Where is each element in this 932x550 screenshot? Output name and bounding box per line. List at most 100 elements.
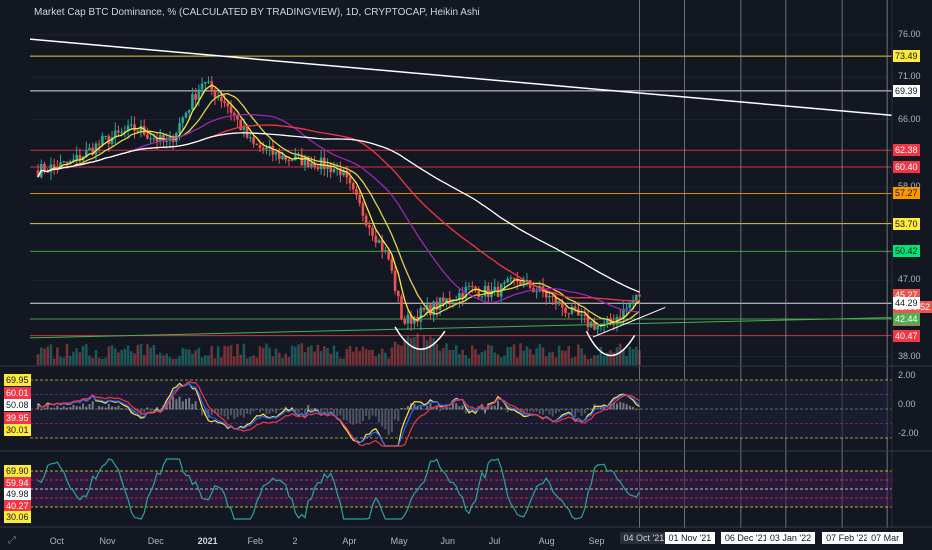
volume-bar [68, 355, 72, 365]
candle-body [126, 125, 130, 132]
candle-body [429, 304, 432, 316]
osc1-hist [149, 409, 152, 411]
volume-bar [152, 345, 156, 365]
oscillator-2 [30, 458, 892, 520]
volume-bar [332, 345, 336, 365]
volume-bar [316, 344, 320, 365]
volume-bar [149, 347, 152, 365]
volume-bar [297, 344, 300, 365]
osc1-hist [326, 409, 329, 415]
candle-body [310, 162, 313, 167]
candle-body [155, 138, 159, 142]
candle-body [165, 141, 168, 143]
volume-bar [249, 356, 252, 365]
osc1-hist [480, 404, 483, 410]
volume-bar [483, 350, 487, 365]
volume-bar [245, 358, 249, 365]
osc1-hist [230, 409, 233, 416]
osc1-red-line [37, 380, 640, 447]
horizontal-levels [30, 55, 892, 337]
candle-body [409, 314, 413, 324]
osc1-hist [104, 407, 107, 410]
volume-bar [107, 346, 111, 365]
candle-body [281, 155, 284, 160]
osc1-hist [127, 409, 130, 410]
volume-bar [187, 349, 191, 365]
osc1-hist [474, 409, 477, 413]
volume-bar [101, 358, 104, 365]
volume-bar [361, 346, 365, 365]
candle-body [88, 147, 91, 150]
time-axis[interactable]: Oct Nov Dec 2021 Feb 2 Apr May Jun Jul Aug Sep 04 Oc… [0, 528, 932, 550]
osc1-hist [114, 406, 117, 410]
volume-bar [194, 350, 197, 365]
zoom-icon[interactable]: ⤢ [8, 535, 16, 546]
volume-bar [445, 343, 448, 365]
candle-body [107, 135, 111, 144]
candle-body [146, 134, 149, 139]
candle-body [181, 117, 185, 123]
volume-bar [342, 358, 345, 365]
candle-body [113, 130, 117, 138]
time-label: Sep [588, 536, 605, 546]
osc1-hist [91, 401, 94, 410]
volume-bar [191, 353, 194, 365]
osc1-hist [82, 403, 85, 410]
osc1-hist [368, 409, 371, 420]
candle-body [580, 314, 583, 316]
osc1-hist [413, 403, 416, 410]
osc2-tag: 30.06 [4, 511, 31, 523]
time-label: Jun [440, 536, 455, 546]
osc1-hist [583, 409, 586, 414]
volume-bar [203, 355, 207, 365]
osc1-hist [535, 409, 538, 412]
volume-bar [380, 348, 384, 365]
osc1-hist [242, 409, 245, 418]
candle-body [216, 96, 220, 98]
osc1-hist [143, 409, 146, 413]
volume-bar [261, 347, 265, 365]
osc1-hist [123, 408, 126, 410]
osc1-hist [384, 409, 387, 430]
osc1-hist [496, 400, 499, 410]
volume-bar [467, 358, 471, 365]
osc1-hist [265, 409, 268, 415]
osc1-hist [220, 409, 223, 416]
volume-bar [326, 347, 329, 365]
volume-bar [599, 346, 603, 365]
osc1-hist [529, 409, 532, 412]
osc1-hist [120, 408, 123, 410]
candle-body [84, 149, 88, 157]
candle-body [371, 227, 374, 236]
osc1-hist [625, 404, 628, 410]
candle-body [203, 82, 207, 84]
volume-bar [532, 354, 535, 365]
osc1-hist [336, 409, 339, 416]
volume-bar [480, 352, 484, 365]
candle-body [625, 308, 628, 310]
volume-bar [239, 354, 242, 365]
volume-bar [541, 347, 545, 365]
volume-bar [345, 348, 349, 365]
volume-bar [232, 356, 236, 365]
volume-bar [442, 348, 445, 365]
candle-body [634, 294, 638, 302]
volume-bar [348, 345, 352, 365]
volume-bar [268, 347, 271, 365]
candle-body [561, 301, 564, 308]
volume-bar [358, 351, 361, 365]
volume-bar [59, 356, 62, 365]
volume-bar [284, 353, 288, 365]
candle-body [506, 278, 509, 283]
osc1-hist [304, 409, 307, 415]
volume-bar [281, 357, 284, 365]
candle-body [554, 296, 558, 305]
osc2-tag: 40.27 [4, 499, 31, 512]
volume-bar [384, 352, 387, 365]
osc1-hist [249, 409, 252, 415]
osc1-hist [532, 409, 535, 412]
osc1-hist [545, 409, 548, 412]
volume-bar [374, 356, 378, 365]
osc1-hist [85, 406, 88, 410]
